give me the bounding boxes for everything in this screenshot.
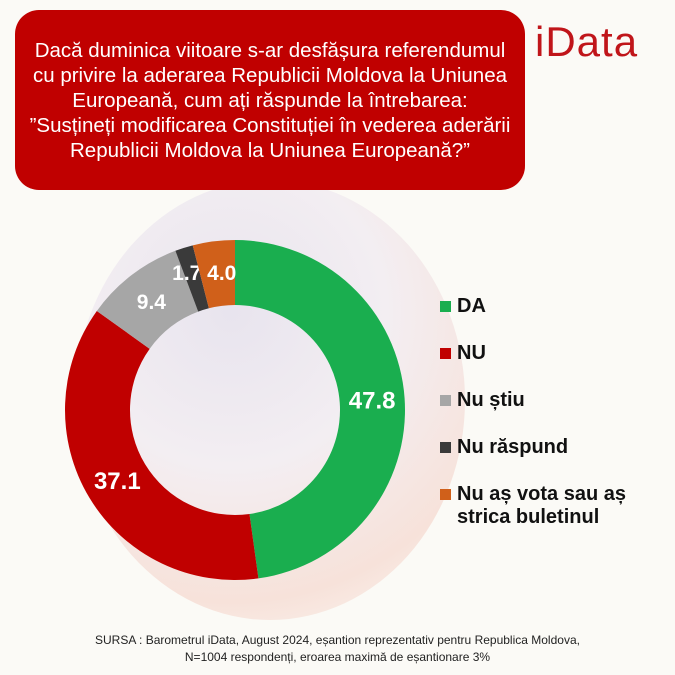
donut-slice-2	[96, 250, 199, 349]
legend-item: Nu aș vota sau aș strica buletinul	[440, 483, 657, 529]
legend-item: Nu răspund	[440, 436, 657, 459]
donut-slice-4	[192, 240, 235, 309]
data-label-2: 9.4	[137, 291, 167, 314]
data-label-4: 4.0	[207, 262, 236, 285]
legend-label: DA	[457, 295, 486, 317]
title-text: Dacă duminica viitoare s-ar desfășura re…	[29, 38, 511, 162]
chart-title: Dacă duminica viitoare s-ar desfășura re…	[15, 10, 525, 190]
legend-swatch	[440, 489, 451, 500]
donut-slice-0	[235, 240, 405, 579]
donut-slice-1	[65, 310, 259, 580]
legend-label: Nu răspund	[457, 436, 569, 458]
source-line-1: SURSA : Barometrul iData, August 2024, e…	[95, 633, 580, 647]
legend-item: Nu știu	[440, 389, 657, 412]
data-label-1: 37.1	[94, 468, 141, 495]
legend-item: DA	[440, 295, 657, 318]
idata-logo: iData	[535, 18, 639, 65]
legend: DA NU Nu știu Nu răspund Nu aș vota sau aș s…	[440, 295, 657, 553]
legend-label: Nu știu	[457, 389, 525, 411]
legend-swatch	[440, 395, 451, 406]
legend-item: NU	[440, 342, 657, 365]
legend-label: NU	[457, 342, 486, 364]
data-label-0: 47.8	[349, 388, 396, 415]
legend-label: Nu aș vota sau aș strica buletinul	[457, 483, 626, 528]
legend-swatch	[440, 442, 451, 453]
donut-slice-3	[175, 245, 209, 312]
legend-swatch	[440, 301, 451, 312]
data-label-3: 1.7	[172, 262, 201, 285]
source-line-2: N=1004 respondenți, eroarea maximă de eș…	[184, 650, 491, 664]
legend-swatch	[440, 348, 451, 359]
source-note: SURSA : Barometrul iData, August 2024, e…	[0, 632, 675, 666]
